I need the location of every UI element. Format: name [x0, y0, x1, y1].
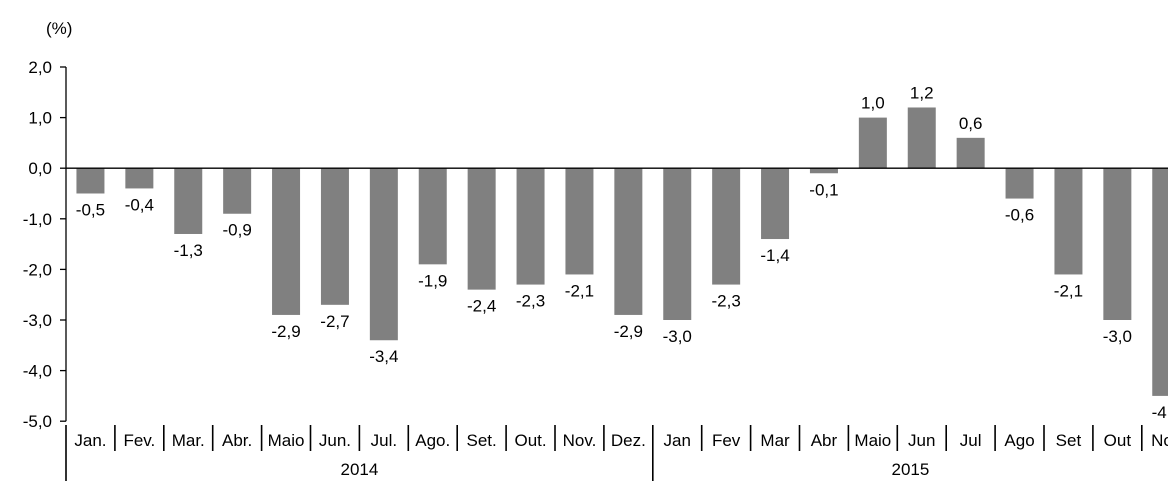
data-label: -2,9: [271, 322, 300, 341]
data-label: -1,3: [174, 241, 203, 260]
category-label: Ago.: [415, 431, 450, 450]
data-label: -2,3: [516, 292, 545, 311]
bar: [1054, 168, 1083, 275]
y-tick-label: -4,0: [23, 362, 52, 381]
y-tick-label: 1,0: [28, 109, 52, 128]
data-label: -0,6: [1005, 206, 1034, 225]
y-tick-label: 2,0: [28, 58, 52, 77]
bar: [907, 107, 936, 169]
category-label: Jun: [908, 431, 935, 450]
data-label: -0,4: [125, 195, 154, 214]
data-labels: -0,5 -0,4 -1,3 -0,9 -2,9 -2,7 -3,4 -1,9 -2,4 -2,3…: [76, 83, 1168, 421]
data-label: -2,7: [320, 312, 349, 331]
y-axis: 2,0 1,0 0,0 -1,0 -2,0 -3,0 -4,0 -5,0: [23, 58, 67, 431]
data-label: -0,5: [76, 201, 105, 220]
category-label: Set: [1056, 431, 1082, 450]
bar: [956, 137, 985, 169]
bar: [369, 168, 398, 341]
category-label: Mar.: [172, 431, 205, 450]
category-label: Jun.: [319, 431, 351, 450]
data-label: -0,1: [809, 180, 838, 199]
data-label: -2,1: [565, 281, 594, 300]
category-label: Dez.: [611, 431, 646, 450]
bar: [614, 168, 643, 315]
bar: [712, 168, 741, 285]
bar: [320, 168, 349, 305]
category-label: Maio: [854, 431, 891, 450]
category-label: Out: [1104, 431, 1132, 450]
data-label: 1,0: [861, 94, 885, 113]
bar: [1152, 168, 1168, 396]
category-label: Jan.: [74, 431, 106, 450]
bar: [1103, 168, 1132, 320]
data-label: -3,0: [1103, 327, 1132, 346]
bar-series: [76, 107, 1168, 396]
data-label: -2,4: [467, 297, 496, 316]
bar: [565, 168, 594, 275]
data-label: -3,0: [663, 327, 692, 346]
category-label: Set.: [467, 431, 497, 450]
group-label: 2015: [891, 460, 929, 479]
data-label: -3,4: [369, 347, 398, 366]
bar: [272, 168, 301, 315]
bar: [1005, 168, 1034, 199]
category-label: Maio: [268, 431, 305, 450]
bar: [174, 168, 203, 234]
y-tick-label: 0,0: [28, 159, 52, 178]
y-tick-label: -1,0: [23, 210, 52, 229]
bar: [516, 168, 545, 285]
category-label: Fev.: [123, 431, 155, 450]
category-label: Mar: [760, 431, 790, 450]
x-axis: Jan. Fev. Mar. Abr. Maio Jun. Jul. Ago. Set. Out.…: [65, 167, 1168, 481]
category-label: Jul.: [371, 431, 397, 450]
bar: [125, 168, 154, 189]
bar: [223, 168, 252, 214]
bar: [761, 168, 790, 240]
bar: [418, 168, 447, 265]
y-tick-label: -3,0: [23, 311, 52, 330]
data-label: -2,3: [712, 292, 741, 311]
data-label: -2,1: [1054, 281, 1083, 300]
category-label: Nov: [1151, 431, 1168, 450]
data-label: 0,6: [959, 114, 983, 133]
y-tick-label: -5,0: [23, 412, 52, 431]
category-label: Nov.: [563, 431, 597, 450]
data-label: -1,4: [760, 246, 789, 265]
bar: [467, 168, 496, 290]
y-tick-label: -2,0: [23, 260, 52, 279]
bar: [663, 168, 692, 320]
category-label: Out.: [514, 431, 546, 450]
data-label: -1,9: [418, 271, 447, 290]
category-label: Jan: [664, 431, 691, 450]
category-label: Abr: [811, 431, 838, 450]
data-label: 1,2: [910, 83, 934, 102]
category-label: Ago: [1004, 431, 1034, 450]
category-label: Jul: [960, 431, 982, 450]
y-axis-unit-label: (%): [46, 19, 72, 38]
data-label: -4,5: [1152, 403, 1168, 422]
bar: [809, 168, 838, 174]
category-label: Abr.: [222, 431, 252, 450]
data-label: -2,9: [614, 322, 643, 341]
bar: [76, 168, 105, 194]
data-label: -0,9: [223, 221, 252, 240]
group-label: 2014: [340, 460, 378, 479]
category-label: Fev: [712, 431, 741, 450]
bar: [858, 117, 887, 169]
